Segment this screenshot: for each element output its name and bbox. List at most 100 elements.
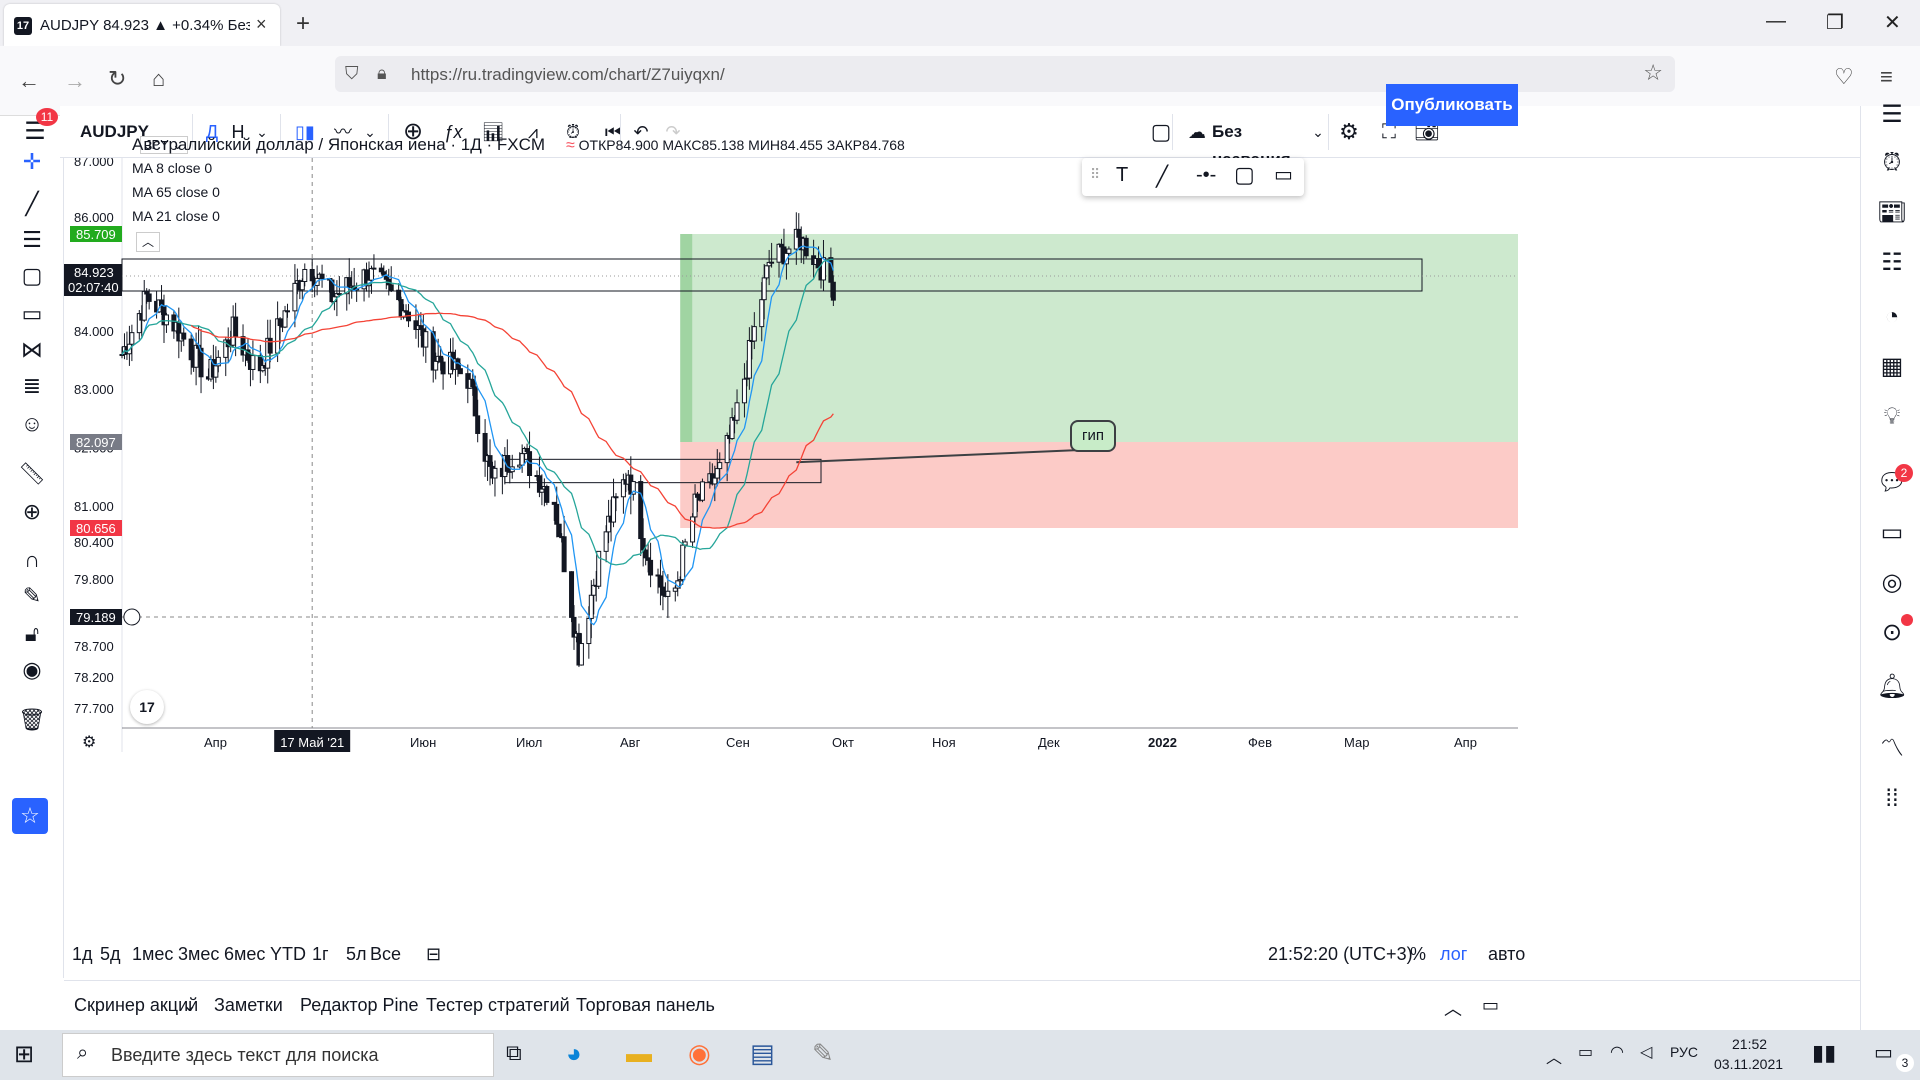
volume-icon[interactable]: ◁ — [1640, 1044, 1653, 1061]
scale-percent-toggle[interactable]: % — [1410, 944, 1427, 964]
streams-icon[interactable]: ◎ — [1881, 569, 1903, 596]
layout-name[interactable]: Без названия — [1212, 122, 1291, 169]
text-tool-icon[interactable]: T — [1116, 164, 1129, 186]
ma21-legend[interactable]: MA 21 close 0 — [132, 208, 220, 224]
news-icon[interactable]: 📰︎ — [1876, 199, 1908, 226]
expand-panel-icon[interactable]: ︿ — [1444, 999, 1462, 1019]
fib-icon[interactable]: ☰ — [22, 227, 42, 252]
layout-dropdown-icon[interactable]: ⌄ — [1312, 124, 1324, 140]
camera-icon[interactable]: 📷︎ — [1414, 121, 1440, 143]
alerts-clock-icon[interactable]: ⏰︎ — [1882, 149, 1902, 176]
hline-tool-icon[interactable]: -•- — [1196, 164, 1217, 186]
period-2[interactable]: 1мес — [132, 944, 174, 964]
broadcast-icon[interactable]: ⊙ — [1881, 619, 1903, 646]
task-view-icon[interactable]: ⧉ — [506, 1040, 522, 1065]
chat-private-icon[interactable]: ▭ — [1880, 519, 1904, 546]
goto-date-icon[interactable]: ⊟ — [426, 944, 442, 964]
pocket-icon[interactable]: ♡ — [1834, 64, 1854, 89]
word-icon[interactable]: ▤ — [750, 1038, 775, 1068]
panel-tab-3[interactable]: Тестер стратегий — [426, 995, 570, 1015]
back-icon[interactable]: ← — [18, 68, 40, 93]
screener-dropdown-icon[interactable]: ⌄ — [182, 995, 198, 1015]
ideas-icon[interactable]: 💡︎ — [1883, 403, 1901, 430]
interval-hour[interactable]: Н — [231, 122, 245, 142]
price-chart[interactable]: 87.00086.00084.00083.00082.00081.00080.4… — [64, 154, 1860, 892]
wifi-icon[interactable]: ◠ — [1610, 1044, 1624, 1061]
favorites-star-icon[interactable]: ☆ — [12, 798, 48, 834]
hotlists-icon[interactable]: ◔ — [1884, 303, 1900, 330]
period-0[interactable]: 1д — [72, 944, 93, 964]
language-indicator[interactable]: РУС — [1670, 1044, 1699, 1060]
period-6[interactable]: 1г — [312, 944, 329, 964]
main-menu-icon[interactable]: ☰ — [24, 118, 46, 145]
symbol-search[interactable]: AUDJPY — [80, 122, 149, 141]
minimize-button[interactable]: — — [1766, 10, 1786, 32]
period-4[interactable]: 6мес — [224, 944, 266, 964]
explorer-folder-icon[interactable]: ▬ — [626, 1038, 652, 1068]
clock-date[interactable]: 03.11.2021 — [1714, 1056, 1784, 1072]
period-5[interactable]: YTD — [270, 944, 306, 964]
zoom-in-icon[interactable]: ⊕ — [22, 499, 42, 524]
calendar-icon[interactable]: ▦ — [1880, 353, 1904, 380]
interval-day[interactable]: Д — [205, 122, 219, 142]
fullscreen-icon[interactable]: ⛶ — [1382, 121, 1396, 143]
new-tab-button[interactable]: + — [296, 10, 311, 37]
interval-dropdown-icon[interactable]: ⌄ — [256, 124, 268, 140]
panel-tab-2[interactable]: Редактор Pine — [300, 995, 419, 1015]
callout-annotation[interactable]: гип — [1070, 420, 1116, 452]
period-3[interactable]: 3мес — [178, 944, 220, 964]
trading-icon[interactable]: 〽 — [1880, 735, 1904, 762]
clock-time[interactable]: 21:52 — [1732, 1036, 1768, 1052]
lock-drawings-icon[interactable]: 🔓︎ — [24, 621, 40, 646]
notification-center-icon[interactable]: ▭ — [1874, 1042, 1893, 1064]
rect-tool-icon[interactable]: ▢ — [1234, 162, 1255, 187]
drag-handle-icon[interactable]: ⠿ — [1090, 166, 1101, 182]
maximize-panel-icon[interactable]: ▭ — [1482, 995, 1500, 1015]
chart-pane[interactable]: 87.00086.00084.00083.00082.00081.00080.4… — [64, 135, 1860, 892]
browser-tab[interactable]: 17 AUDJPY 84.923 ▲ +0.34% Без н × — [4, 4, 280, 46]
layout-icon[interactable]: ▢ — [1150, 119, 1172, 144]
forward-icon[interactable]: → — [64, 68, 86, 93]
scale-auto-toggle[interactable]: авто — [1488, 944, 1526, 964]
data-window-icon[interactable]: ☷ — [1881, 249, 1903, 276]
stay-drawing-icon[interactable]: ✎ — [22, 583, 42, 608]
emoji-icon[interactable]: ☺ — [20, 411, 44, 436]
financials-icon[interactable]: 📊︎ — [481, 122, 505, 142]
cloud-icon[interactable]: ☁︎ — [1188, 122, 1206, 142]
undo-icon[interactable]: ↶ — [633, 122, 649, 142]
taskbar-search[interactable]: ⌕ Введите здесь текст для поиска — [62, 1033, 494, 1077]
pattern-icon[interactable]: ⋈ — [21, 337, 43, 362]
compare-icon[interactable]: ⊕ — [402, 118, 424, 145]
windows-start-icon[interactable]: ⊞ — [14, 1041, 35, 1068]
lm-app-icon[interactable]: ▮▮ — [1812, 1040, 1837, 1065]
currency-select[interactable]: JPY ⌄ — [140, 136, 189, 154]
chart-type-dropdown-icon[interactable]: ⌄ — [364, 124, 376, 140]
ruler-icon[interactable]: 📏︎ — [18, 461, 46, 486]
period-8[interactable]: Все — [370, 944, 402, 964]
trash-icon[interactable]: 🗑︎ — [18, 707, 46, 732]
bookmark-star-icon[interactable]: ☆ — [1643, 60, 1663, 85]
tray-up-icon[interactable]: ︿ — [1546, 1050, 1563, 1067]
hide-drawings-icon[interactable]: ◉ — [22, 657, 42, 682]
collapse-legend-icon[interactable]: ︿ — [136, 232, 160, 252]
trendline-icon[interactable]: ╱ — [25, 191, 39, 216]
paint-icon[interactable]: ✎ — [812, 1038, 834, 1068]
line-chart-icon[interactable]: 〰 — [334, 122, 352, 142]
object-tree-icon[interactable]: ⁞⁞ — [1885, 785, 1899, 812]
maximize-button[interactable]: ❐ — [1826, 12, 1844, 34]
prediction-icon[interactable]: ≣ — [22, 373, 42, 398]
utc-clock[interactable]: 21:52:20 (UTC+3) — [1268, 944, 1413, 964]
home-icon[interactable]: ⌂ — [152, 66, 166, 91]
redo-icon[interactable]: ↷ — [665, 122, 681, 142]
firefox-icon[interactable]: ◉ — [688, 1038, 711, 1068]
alert-icon[interactable]: ⏰︎ — [565, 122, 581, 142]
rectangle-icon[interactable]: ▢ — [21, 263, 43, 288]
text-note-icon[interactable]: ▭ — [21, 301, 43, 326]
ma8-legend[interactable]: MA 8 close 0 — [132, 160, 213, 176]
scale-log-toggle[interactable]: лог — [1440, 944, 1468, 964]
tab-close-icon[interactable]: × — [256, 14, 267, 34]
crosshair-icon[interactable]: ✛ — [22, 149, 42, 174]
ma65-legend[interactable]: MA 65 close 0 — [132, 184, 220, 200]
panel-tab-0[interactable]: Скринер акций — [74, 995, 199, 1015]
panel-tab-4[interactable]: Торговая панель — [576, 995, 715, 1015]
